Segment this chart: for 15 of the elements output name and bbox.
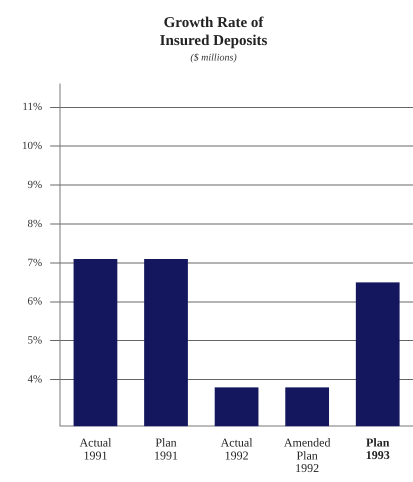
- chart-title: Growth Rate of Insured Deposits: [160, 14, 268, 49]
- y-tick-label: 5%: [27, 334, 42, 347]
- x-tick-label: Plan 1991: [154, 436, 178, 462]
- x-tick-label: Plan 1993: [366, 436, 390, 462]
- y-tick-label: 11%: [22, 101, 42, 114]
- x-tick-label: Amended Plan 1992: [284, 436, 330, 475]
- y-tick-label: 4%: [27, 373, 42, 386]
- x-tick-label: Actual 1992: [220, 436, 254, 462]
- y-tick-label: 9%: [27, 178, 42, 191]
- y-tick-label: 7%: [27, 256, 42, 269]
- y-tick-label: 10%: [22, 140, 42, 152]
- chart-subtitle: ($ millions): [190, 52, 238, 64]
- y-tick-label: 6%: [27, 296, 42, 308]
- y-tick-label: 8%: [27, 218, 42, 230]
- x-tick-label: Actual 1991: [79, 436, 112, 462]
